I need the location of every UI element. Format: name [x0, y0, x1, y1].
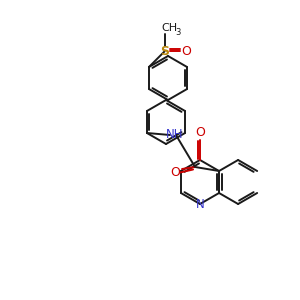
Text: O: O [170, 166, 180, 178]
Text: NH: NH [166, 128, 184, 142]
Text: 3: 3 [175, 28, 180, 37]
Text: N: N [196, 199, 204, 212]
Text: S: S [160, 45, 169, 58]
Text: O: O [182, 45, 191, 58]
Text: CH: CH [161, 23, 178, 33]
Text: O: O [195, 127, 205, 140]
